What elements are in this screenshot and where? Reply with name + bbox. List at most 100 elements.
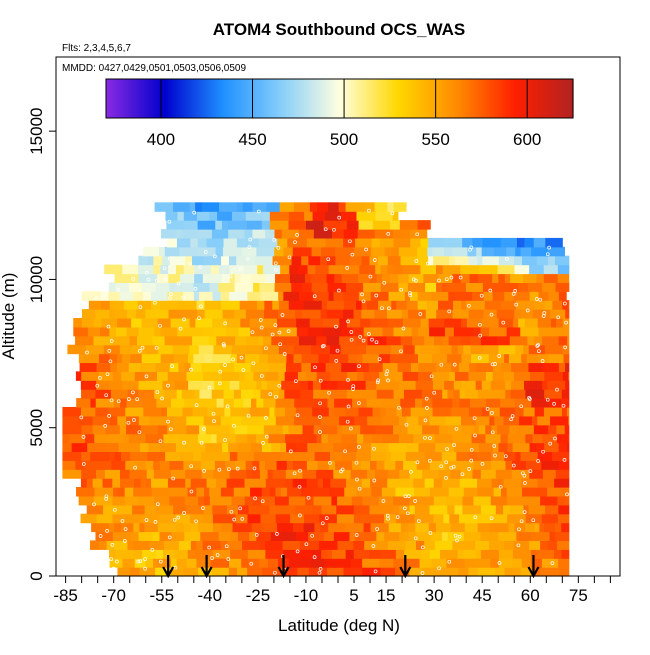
sample-point: [137, 349, 142, 353]
heat-cell: [531, 246, 549, 257]
heat-cell: [253, 451, 270, 461]
sample-point: [361, 299, 366, 304]
colorbar-segment: [521, 79, 524, 118]
heat-cell: [445, 495, 464, 506]
heat-cell: [93, 495, 113, 506]
heat-cell: [277, 522, 294, 533]
colorbar-segment: [389, 79, 392, 118]
sample-point: [361, 338, 366, 343]
heat-cell: [510, 389, 527, 399]
heat-cell: [498, 273, 506, 283]
heat-cell: [62, 451, 82, 461]
heat-cell: [81, 451, 91, 461]
heat-cell: [256, 398, 264, 408]
sample-point: [360, 292, 364, 297]
sample-point: [225, 404, 230, 409]
heat-cell: [62, 460, 77, 470]
heat-cell: [71, 442, 88, 453]
heat-cell: [374, 202, 388, 212]
sample-point: [143, 566, 147, 571]
heat-cell: [456, 451, 470, 461]
heat-cell: [453, 389, 461, 399]
heat-cell: [497, 264, 516, 275]
heat-cell: [500, 433, 509, 444]
heat-cell: [173, 202, 191, 212]
x-tick-label: -70: [101, 586, 126, 605]
heat-cell: [159, 531, 173, 542]
heat-cell: [412, 335, 425, 346]
sample-point: [371, 544, 376, 548]
heat-cell: [260, 291, 279, 301]
colorbar-segment: [433, 79, 436, 118]
heat-cell: [473, 495, 492, 506]
heat-cell: [337, 380, 353, 390]
heat-cell: [354, 415, 368, 426]
heat-cell: [543, 273, 559, 283]
heat-cell: [108, 282, 116, 292]
heat-cell: [557, 433, 569, 444]
sample-point: [334, 324, 338, 329]
sample-point: [201, 506, 205, 510]
colorbar-segment: [379, 79, 383, 118]
colorbar-segment: [171, 79, 175, 118]
heat-cell: [248, 504, 257, 515]
heat-cell: [115, 282, 130, 292]
heat-cell: [242, 202, 253, 212]
sample-point: [207, 545, 212, 550]
heat-cell: [395, 487, 415, 497]
heat-cell: [154, 202, 174, 212]
heat-cell: [346, 389, 362, 399]
heat-cell: [395, 291, 406, 301]
heat-cell: [171, 531, 185, 542]
heat-cell: [277, 317, 297, 328]
sample-point: [312, 294, 317, 299]
heat-cell: [277, 237, 288, 248]
colorbar-segment: [133, 79, 137, 118]
heat-cell: [399, 531, 409, 542]
colorbar-segment: [237, 79, 241, 118]
heat-cell: [208, 398, 218, 408]
heat-cell: [132, 504, 146, 515]
sample-point: [355, 477, 359, 482]
sample-point: [468, 247, 472, 252]
colorbar-segment: [429, 79, 432, 118]
heat-cell: [543, 406, 555, 417]
heat-cell: [507, 442, 514, 453]
heat-cell: [554, 406, 563, 417]
heat-cell: [203, 513, 214, 524]
heat-cell: [194, 389, 201, 399]
sample-point: [264, 346, 268, 351]
sample-point: [415, 460, 420, 465]
heat-cell: [511, 567, 522, 577]
heat-cell: [235, 513, 249, 524]
heat-cell: [362, 558, 380, 568]
heat-cell: [409, 567, 423, 577]
heat-cell: [485, 371, 494, 381]
heat-cell: [193, 353, 205, 364]
heat-cell: [320, 380, 327, 390]
sample-point: [259, 325, 264, 330]
heat-cell: [263, 264, 281, 275]
heat-cell: [196, 540, 204, 550]
sample-point: [501, 320, 506, 325]
colorbar-segment: [131, 79, 135, 118]
heat-cell: [436, 309, 454, 319]
sample-point: [108, 359, 113, 364]
heat-cell: [431, 558, 447, 568]
heat-cell: [87, 326, 101, 337]
heat-cell: [138, 415, 151, 426]
heat-cell: [382, 362, 399, 372]
heat-cell: [153, 469, 172, 479]
sample-point: [111, 566, 116, 571]
heat-cell: [372, 540, 389, 550]
heat-cell: [307, 380, 314, 390]
heat-cell: [285, 433, 301, 444]
sample-point: [437, 566, 441, 571]
heat-cell: [109, 380, 124, 390]
heat-cell: [284, 371, 299, 381]
heat-cell: [119, 469, 131, 479]
heat-cell: [302, 415, 322, 426]
heat-cell: [379, 558, 394, 568]
heat-cell: [514, 522, 526, 533]
